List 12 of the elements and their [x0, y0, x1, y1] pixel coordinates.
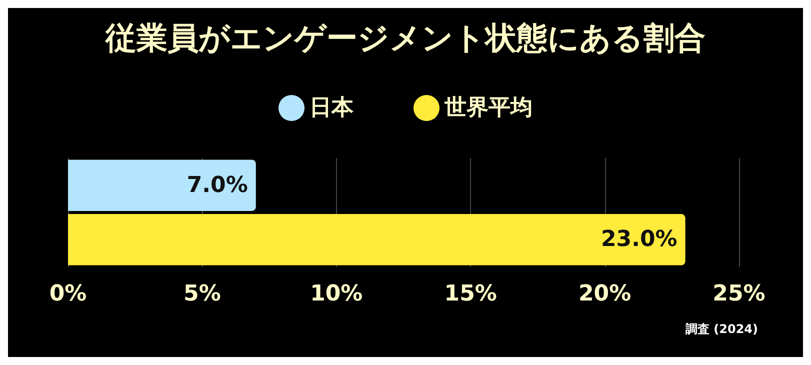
- x-tick-label: 10%: [310, 282, 363, 306]
- x-tick-label: 15%: [444, 282, 497, 306]
- data-label: 7.0%: [186, 172, 248, 198]
- x-tick-label: 0%: [49, 282, 87, 306]
- x-tick-label: 5%: [184, 282, 221, 306]
- x-tick-label: 25%: [712, 282, 766, 306]
- text: 調査 (2024): [684, 322, 758, 336]
- data-label: 23.0%: [600, 227, 678, 252]
- chart-title: 従業員がエンゲージメント状態にある割合: [104, 20, 706, 56]
- legend-label: 日本: [310, 96, 354, 120]
- x-tick-label: 20%: [578, 282, 632, 306]
- legend-label: 世界平均: [444, 96, 532, 120]
